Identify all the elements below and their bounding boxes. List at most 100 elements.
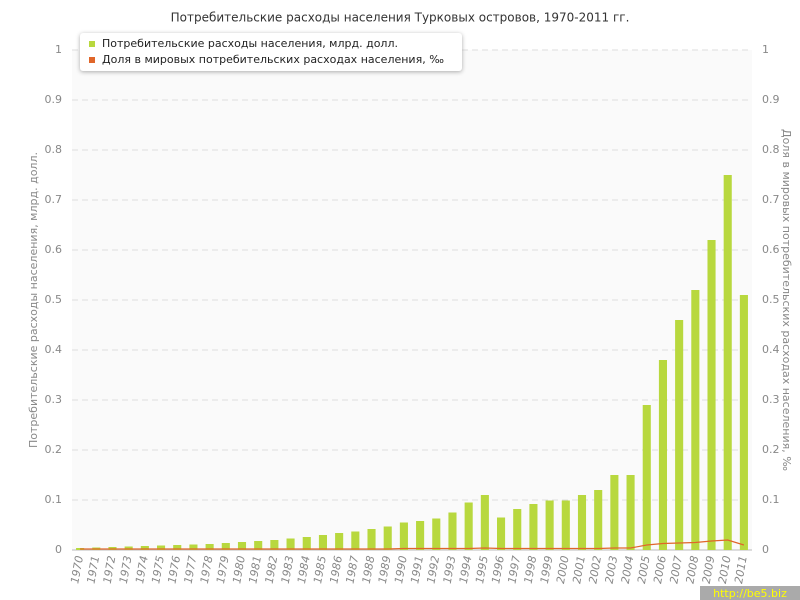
x-tick-label: 1975 (149, 555, 167, 585)
x-tick-label: 1991 (408, 555, 426, 585)
x-tick-label: 1995 (473, 555, 491, 585)
bar (480, 495, 489, 550)
x-tick-label: 1981 (246, 555, 264, 585)
watermark: http://be5.biz (713, 587, 787, 600)
y2-tick-label: 0.7 (762, 193, 780, 206)
y2-tick-label: 0.9 (762, 93, 780, 106)
legend: Потребительские расходы населения, млрд.… (80, 33, 462, 71)
x-tick-label: 2007 (667, 555, 685, 585)
bar (723, 175, 732, 550)
bar (448, 512, 457, 550)
bar (513, 509, 522, 550)
bar (270, 540, 279, 550)
x-tick-label: 1985 (311, 555, 329, 585)
bar (157, 545, 166, 550)
bar (642, 405, 651, 550)
bar (286, 538, 295, 550)
bar (529, 504, 538, 550)
x-tick-label: 2009 (700, 555, 718, 585)
x-tick-label: 1994 (457, 555, 475, 585)
bar (739, 295, 748, 550)
bar (658, 360, 667, 550)
bar (140, 546, 149, 550)
x-tick-label: 1970 (68, 555, 86, 585)
x-tick-label: 2003 (603, 555, 621, 585)
legend-box (80, 33, 462, 71)
y-axis-title: Потребительские расходы населения, млрд.… (27, 152, 40, 448)
bar (497, 517, 506, 550)
bar (335, 533, 344, 550)
x-tick-label: 1999 (538, 555, 556, 585)
y-tick-label: 0.9 (45, 93, 63, 106)
y2-tick-label: 0.6 (762, 243, 780, 256)
bar (464, 502, 473, 550)
x-tick-label: 1993 (441, 555, 459, 585)
bar (205, 544, 214, 550)
bar (221, 543, 230, 550)
x-tick-label: 2002 (586, 555, 604, 585)
bar (610, 475, 619, 550)
y-tick-label: 0.2 (45, 443, 63, 456)
x-tick-label: 1980 (230, 555, 248, 585)
x-tick-label: 1997 (505, 555, 523, 585)
watermark-bg (700, 586, 800, 600)
bar (254, 541, 263, 550)
x-tick-label: 2010 (716, 555, 734, 585)
x-tick-label: 1992 (425, 555, 443, 585)
bar (432, 518, 441, 550)
y-tick-label: 0.1 (45, 493, 63, 506)
y-tick-label: 0.7 (45, 193, 63, 206)
x-tick-label: 1998 (522, 555, 540, 585)
y2-tick-label: 0.2 (762, 443, 780, 456)
y2-tick-label: 1 (762, 43, 769, 56)
bar (237, 542, 247, 550)
y2-axis-title: Доля в мировых потребительских расходах … (780, 129, 793, 471)
bar (626, 475, 635, 550)
line (80, 539, 745, 550)
bar (399, 522, 408, 550)
bar (351, 531, 360, 550)
y-tick-label: 0.3 (45, 393, 63, 406)
x-tick-label: 1987 (344, 555, 362, 585)
y2-tick-label: 0 (762, 543, 769, 556)
bar (383, 526, 392, 550)
x-tick-label: 1971 (85, 555, 103, 585)
bar (367, 529, 376, 550)
bar (561, 500, 570, 550)
x-tick-label: 1996 (489, 555, 507, 585)
x-tick-label: 1979 (214, 555, 232, 585)
y2-tick-label: 0.5 (762, 293, 780, 306)
x-tick-label: 1978 (198, 555, 216, 585)
bar (691, 290, 700, 550)
x-tick-label: 1977 (182, 555, 200, 585)
x-tick-label: 1988 (360, 555, 378, 585)
chart-title: Потребительские расходы населения Турков… (171, 11, 630, 25)
x-tick-label: 1973 (117, 555, 135, 585)
x-tick-label: 1986 (327, 555, 345, 585)
y2-tick-label: 0.1 (762, 493, 780, 506)
x-tick-label: 2004 (619, 555, 637, 585)
x-tick-label: 2000 (554, 555, 572, 585)
y-tick-label: 0.5 (45, 293, 63, 306)
bar (189, 544, 198, 550)
x-tick-label: 2011 (732, 555, 750, 585)
x-tick-label: 1974 (133, 555, 151, 585)
y2-tick-label: 0.8 (762, 143, 780, 156)
y-tick-label: 0.8 (45, 143, 63, 156)
bar (416, 521, 425, 550)
bar (594, 490, 603, 550)
bar (707, 240, 716, 550)
y-tick-label: 0.6 (45, 243, 63, 256)
y-tick-label: 1 (55, 43, 62, 56)
bar (173, 545, 182, 550)
legend-swatch (89, 57, 95, 63)
y-tick-label: 0 (55, 543, 62, 556)
x-tick-label: 2001 (570, 555, 588, 585)
x-tick-label: 1989 (376, 555, 394, 585)
bar (577, 495, 587, 550)
x-tick-label: 1984 (295, 555, 313, 585)
x-tick-label: 1982 (263, 555, 281, 585)
x-tick-label: 1976 (165, 555, 183, 585)
x-tick-label: 1983 (279, 555, 297, 585)
